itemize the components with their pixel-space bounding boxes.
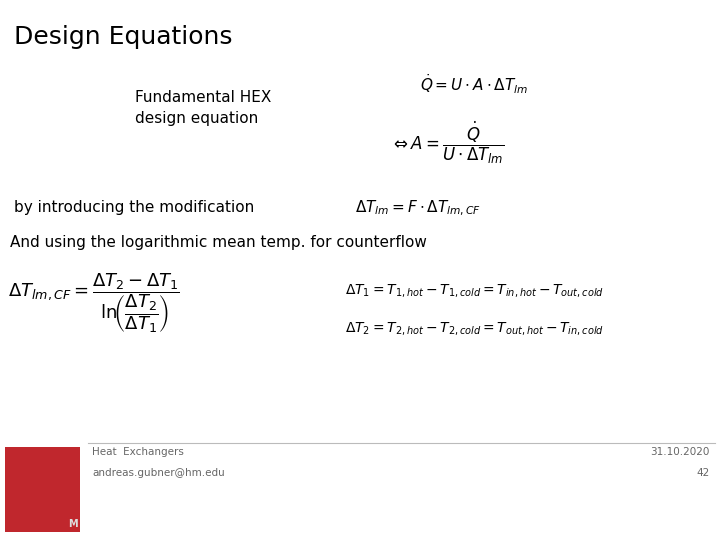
Text: $\dot{Q} = U \cdot A \cdot \Delta T_{lm}$: $\dot{Q} = U \cdot A \cdot \Delta T_{lm}… — [420, 72, 528, 96]
Text: andreas.gubner@hm.edu: andreas.gubner@hm.edu — [92, 468, 225, 478]
Text: Fundamental HEX
design equation: Fundamental HEX design equation — [135, 90, 271, 126]
Text: by introducing the modification: by introducing the modification — [14, 200, 254, 215]
Text: $\Delta T_1 = T_{1,hot} - T_{1,cold} = T_{in,hot} - T_{out,cold}$: $\Delta T_1 = T_{1,hot} - T_{1,cold} = T… — [345, 282, 604, 299]
Text: $\Delta T_{lm} = F \cdot \Delta T_{lm,CF}$: $\Delta T_{lm} = F \cdot \Delta T_{lm,CF… — [355, 199, 481, 218]
Text: Design Equations: Design Equations — [14, 25, 233, 49]
Text: M: M — [68, 519, 78, 529]
Text: 31.10.2020: 31.10.2020 — [651, 447, 710, 457]
Text: And using the logarithmic mean temp. for counterflow: And using the logarithmic mean temp. for… — [10, 235, 427, 250]
Bar — [5, 447, 80, 532]
Text: 42: 42 — [697, 468, 710, 478]
Text: $\Delta T_{lm,CF} = \dfrac{\Delta T_2 - \Delta T_1}{\mathrm{ln}\!\left(\dfrac{\D: $\Delta T_{lm,CF} = \dfrac{\Delta T_2 - … — [8, 272, 180, 335]
Text: Heat  Exchangers: Heat Exchangers — [92, 447, 184, 457]
Text: $\Leftrightarrow A = \dfrac{\dot{Q}}{U \cdot \Delta T_{lm}}$: $\Leftrightarrow A = \dfrac{\dot{Q}}{U \… — [390, 120, 505, 166]
Text: $\Delta T_2 = T_{2,hot} - T_{2,cold} = T_{out,hot} - T_{in,cold}$: $\Delta T_2 = T_{2,hot} - T_{2,cold} = T… — [345, 320, 604, 337]
